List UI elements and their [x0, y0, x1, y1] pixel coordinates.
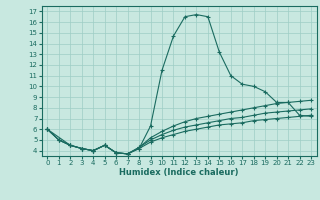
X-axis label: Humidex (Indice chaleur): Humidex (Indice chaleur)	[119, 168, 239, 177]
